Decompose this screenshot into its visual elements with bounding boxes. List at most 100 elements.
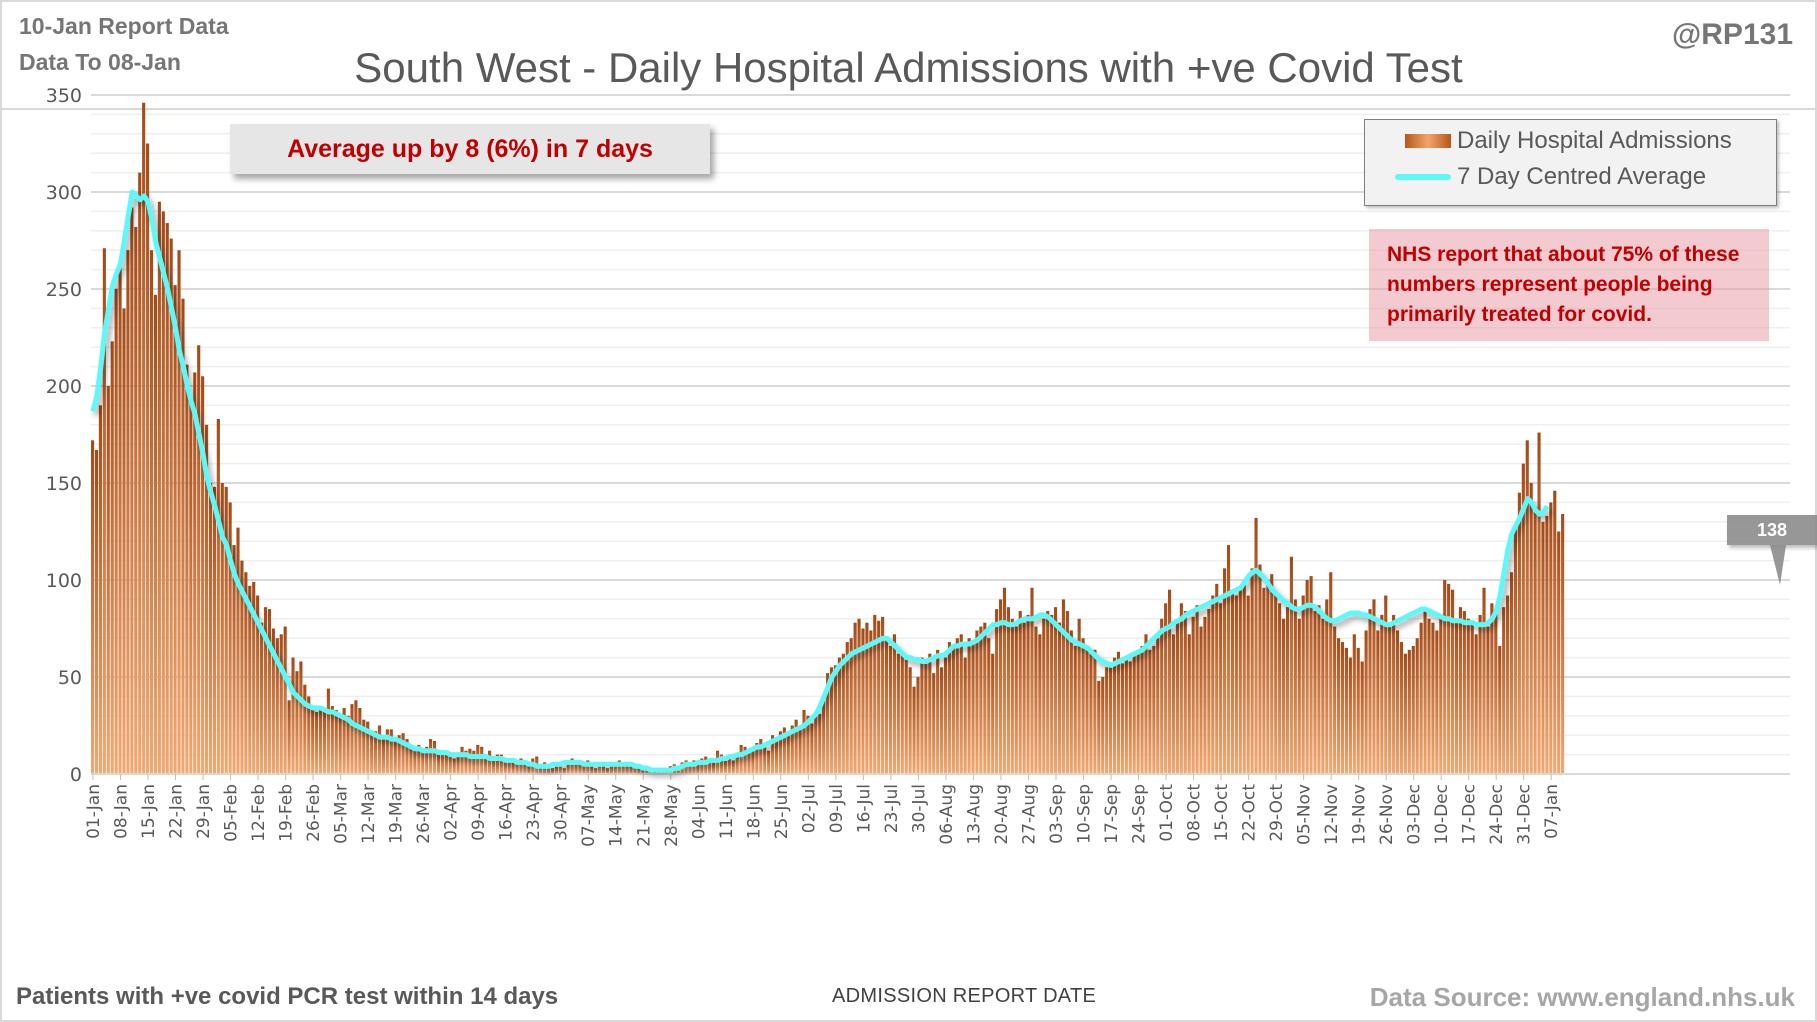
bar: [1517, 492, 1521, 774]
bar: [153, 294, 158, 774]
bar: [1160, 618, 1164, 774]
bar: [307, 696, 311, 774]
bar: [637, 768, 641, 774]
bar: [1435, 630, 1439, 774]
bar: [1561, 514, 1565, 774]
report-meta: 10-Jan Report Data Data To 08-Jan: [19, 8, 229, 80]
x-tick-label: 04-Jun: [689, 784, 709, 839]
bar: [1266, 580, 1270, 774]
bar: [1340, 642, 1345, 774]
bar: [1431, 622, 1435, 774]
x-tick-label: 27-Aug: [1019, 784, 1039, 845]
bar: [1541, 521, 1545, 774]
bar: [1537, 432, 1541, 774]
bar: [322, 709, 327, 774]
x-tick-label: 19-Feb: [277, 784, 297, 842]
bar: [1226, 545, 1231, 774]
x-tick-label: 22-Jan: [167, 784, 187, 839]
bar: [892, 634, 896, 774]
bar: [1038, 634, 1042, 774]
bar: [743, 746, 747, 774]
bar: [881, 616, 885, 774]
bar: [342, 708, 346, 774]
bar: [279, 634, 283, 774]
bar: [491, 756, 496, 774]
x-tick-label: 16-Jul: [854, 784, 874, 833]
x-tick-label: 19-Mar: [387, 784, 407, 844]
bar: [1057, 622, 1062, 774]
bar: [515, 760, 519, 774]
bar: [267, 609, 272, 774]
bar: [1089, 653, 1093, 774]
bar: [122, 308, 126, 774]
bar: [1293, 599, 1297, 774]
bar: [578, 762, 582, 774]
bar: [1230, 589, 1235, 774]
bar: [1427, 618, 1431, 774]
last-average-data-label: 138: [1727, 515, 1817, 545]
x-tick-label: 12-Nov: [1322, 784, 1342, 845]
bar: [181, 298, 185, 774]
bar: [963, 657, 967, 774]
bar: [857, 618, 861, 774]
bar: [833, 665, 838, 774]
bar: [1352, 634, 1356, 774]
bar: [1199, 626, 1203, 774]
bar: [295, 671, 299, 774]
x-tick-label: 10-Dec: [1432, 784, 1452, 845]
bar: [810, 723, 814, 774]
bar: [759, 739, 763, 774]
x-tick-label: 28-May: [662, 784, 682, 847]
bar: [197, 345, 201, 774]
x-tick-label: 24-Dec: [1487, 784, 1507, 845]
bar: [1423, 609, 1427, 774]
bar: [110, 341, 114, 774]
bar: [1305, 580, 1309, 774]
bar: [582, 764, 586, 774]
bar: [1553, 490, 1557, 774]
title-divider: [2, 108, 1815, 110]
x-tick-label: 06-Aug: [937, 784, 957, 845]
bar: [464, 750, 468, 774]
bar: [1022, 622, 1026, 774]
bar: [932, 673, 936, 774]
bar: [955, 638, 959, 774]
average-line: [90, 189, 1550, 773]
bar: [794, 719, 798, 774]
x-tick-label: 20-Aug: [992, 784, 1012, 845]
bar: [1124, 657, 1128, 774]
x-tick-label: 07-Jan: [1542, 784, 1562, 839]
x-tick-label: 13-Aug: [964, 784, 984, 845]
bar: [189, 399, 193, 774]
bar: [641, 770, 645, 774]
y-tick-label: 50: [58, 667, 82, 689]
bar: [1077, 618, 1081, 774]
x-tick-label: 09-Apr: [469, 784, 489, 841]
bar: [629, 766, 633, 774]
bar: [338, 715, 342, 774]
bar-series: [91, 102, 1565, 775]
bar: [1101, 677, 1105, 774]
x-tick-label: 29-Oct: [1267, 784, 1287, 842]
bar: [1191, 616, 1195, 774]
bar: [570, 758, 574, 774]
bar: [590, 766, 594, 774]
bar: [1148, 649, 1152, 774]
bar: [625, 764, 629, 774]
bar: [1223, 568, 1227, 774]
x-tick-label: 09-Jul: [827, 784, 847, 833]
bar: [912, 686, 916, 774]
bar: [484, 754, 488, 774]
bar: [539, 764, 543, 774]
bar: [1419, 622, 1423, 774]
bar: [169, 238, 173, 774]
bar: [998, 599, 1003, 774]
bar: [1521, 463, 1525, 774]
bar: [1384, 595, 1388, 774]
legend-label: 7 Day Centred Average: [1457, 163, 1707, 190]
bar: [727, 756, 731, 774]
bar: [1018, 611, 1022, 774]
bar: [943, 657, 948, 774]
bar: [574, 760, 578, 774]
bar: [778, 731, 782, 774]
